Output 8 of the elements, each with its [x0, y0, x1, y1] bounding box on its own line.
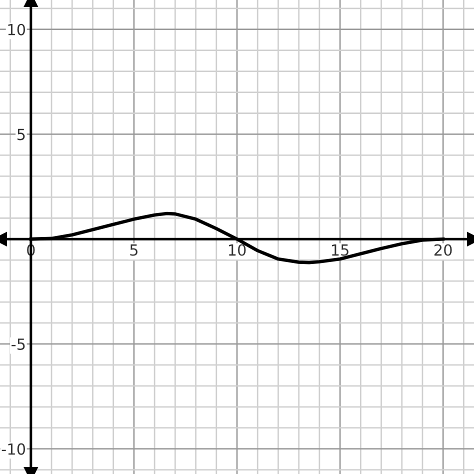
- x-tick-label: 5: [130, 244, 138, 256]
- x-tick-label: 10: [228, 244, 246, 256]
- x-tick-label: 20: [434, 244, 452, 256]
- y-tick-label: 10: [8, 24, 26, 36]
- x-tick-label: 15: [332, 244, 348, 256]
- y-tick-label: -5: [12, 338, 25, 350]
- y-tick-label: 5: [18, 128, 25, 140]
- y-tick-label: -10: [2, 443, 26, 455]
